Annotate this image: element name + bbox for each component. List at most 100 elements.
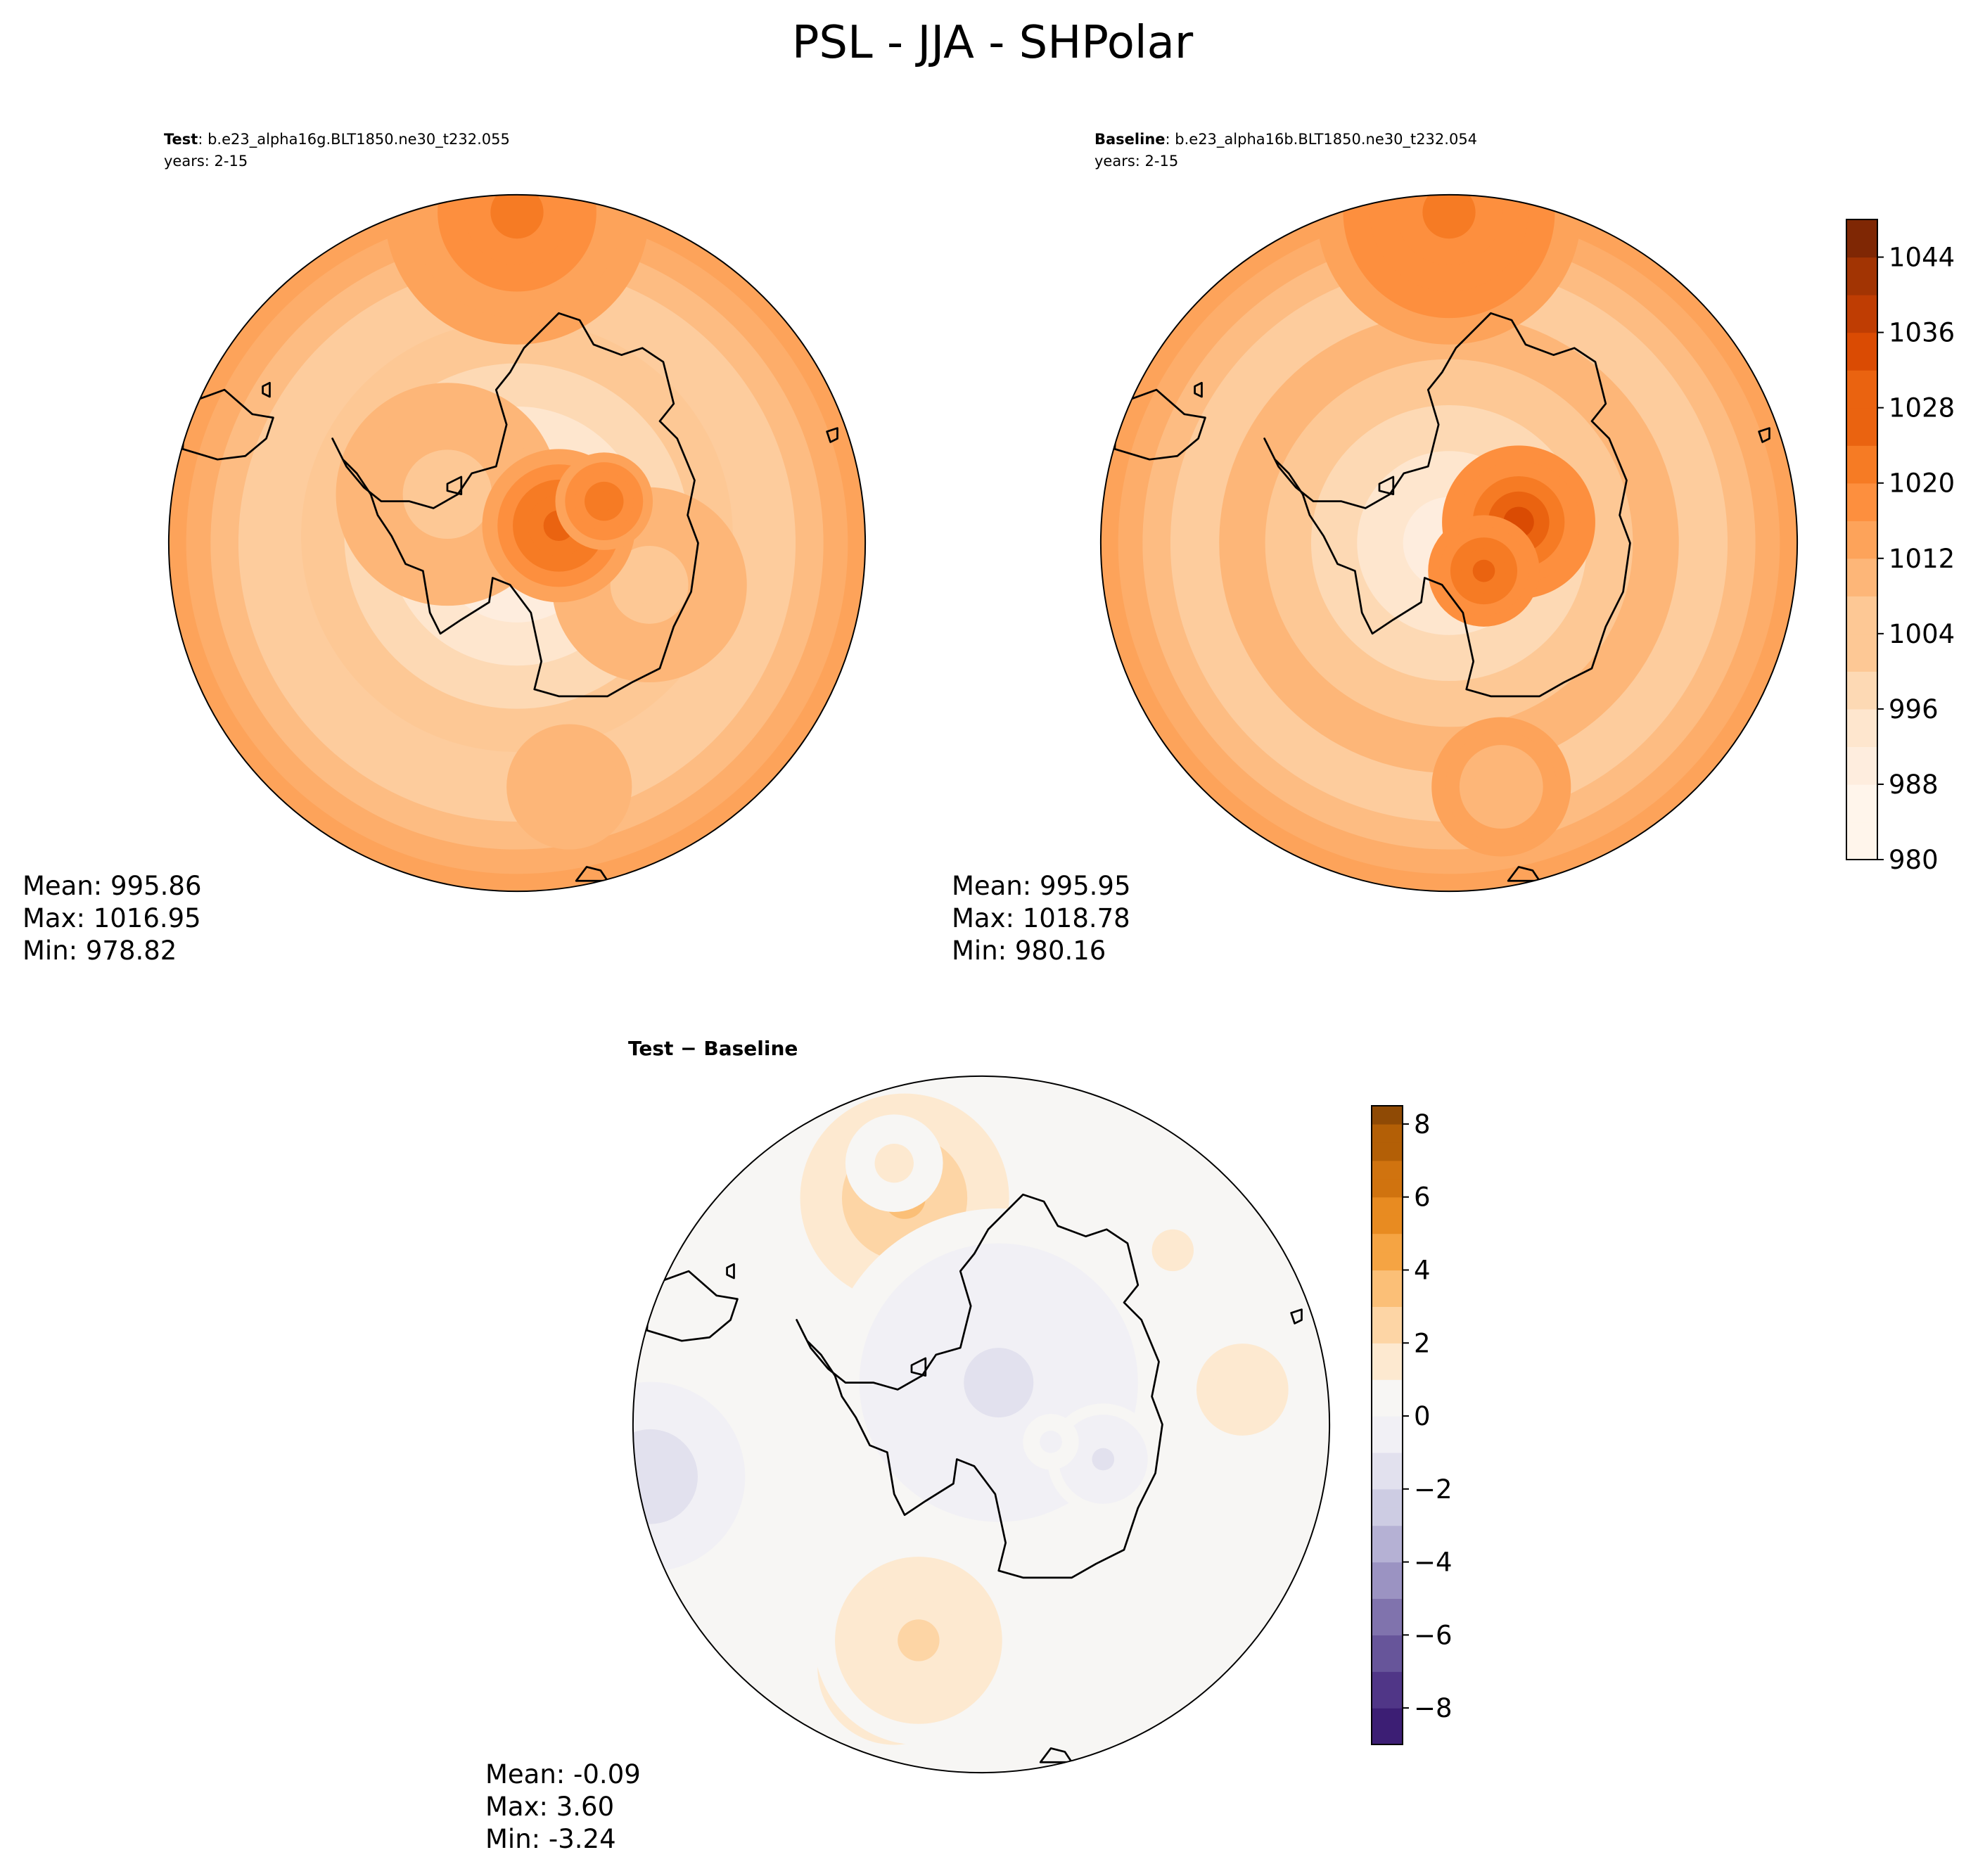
colorbar-absolute-swatch bbox=[1846, 257, 1877, 295]
baseline-map bbox=[1099, 193, 1799, 893]
colorbar-difference-swatch bbox=[1372, 1123, 1403, 1143]
colorbar-difference-swatch bbox=[1372, 1306, 1403, 1325]
colorbar-difference-swatch bbox=[1372, 1635, 1403, 1654]
svg-text:Baseline: b.e23_alpha16b.BLT18: Baseline: b.e23_alpha16b.BLT1850.ne30_t2… bbox=[1094, 131, 1477, 148]
colorbar-difference-swatch bbox=[1372, 1343, 1403, 1362]
baseline-coastlines bbox=[1113, 312, 1770, 882]
baseline-bottom-land-coast bbox=[1507, 866, 1541, 882]
difference-contour-1-4 bbox=[884, 1153, 905, 1173]
colorbar-difference-swatch bbox=[1372, 1690, 1403, 1709]
baseline-island-coast bbox=[1378, 476, 1395, 496]
colorbar-absolute-swatch bbox=[1846, 332, 1877, 371]
colorbar-difference-swatch bbox=[1372, 1233, 1403, 1253]
colorbar-absolute-tick-label: 1020 bbox=[1889, 468, 1955, 499]
colorbar-difference-swatch bbox=[1372, 1671, 1403, 1690]
colorbar-difference-swatch bbox=[1372, 1142, 1403, 1161]
test-mean: Mean: 995.86 bbox=[23, 871, 202, 901]
test-map-boundary bbox=[167, 193, 867, 893]
colorbar-absolute-tick-label: 1044 bbox=[1889, 243, 1955, 273]
baseline-case-name: : b.e23_alpha16b.BLT1850.ne30_t232.054 bbox=[1166, 131, 1478, 148]
baseline-field bbox=[1100, 194, 1798, 892]
colorbar-difference-swatch bbox=[1372, 1470, 1403, 1490]
colorbar-difference-swatch bbox=[1372, 1562, 1403, 1581]
difference-title: Test − Baseline bbox=[628, 1037, 798, 1060]
test-field bbox=[168, 194, 866, 892]
baseline-mean: Mean: 995.95 bbox=[952, 871, 1131, 901]
baseline-falklands-coast bbox=[1194, 381, 1203, 398]
colorbar-difference-tick-label: 0 bbox=[1414, 1401, 1431, 1431]
colorbar-absolute-tick-label: 980 bbox=[1889, 845, 1939, 875]
colorbar-difference-swatch bbox=[1372, 1325, 1403, 1344]
difference-contour-2-4 bbox=[1151, 1229, 1194, 1272]
colorbar-difference-swatch bbox=[1372, 1543, 1403, 1563]
colorbar-difference-swatch bbox=[1372, 1580, 1403, 1600]
colorbar-difference-tick-label: 8 bbox=[1414, 1109, 1431, 1140]
colorbar-difference-tick-label: −4 bbox=[1414, 1548, 1453, 1578]
colorbar-absolute-swatch bbox=[1846, 708, 1877, 748]
difference-contour-9-4 bbox=[898, 1619, 940, 1661]
baseline-contour-3-4 bbox=[1472, 559, 1495, 582]
colorbar-difference-swatch bbox=[1372, 1488, 1403, 1508]
colorbar-difference: −8 −6 −4 −2 0 2 4 6 8 bbox=[1371, 1105, 1453, 1745]
colorbar-difference-swatch bbox=[1372, 1708, 1403, 1727]
colorbar-absolute-swatch bbox=[1846, 558, 1877, 596]
colorbar-absolute-tick-label: 1004 bbox=[1889, 619, 1955, 649]
test-island-coast bbox=[446, 476, 463, 496]
difference-max: Max: 3.60 bbox=[485, 1792, 614, 1822]
colorbar-absolute-tick-label: 1028 bbox=[1889, 393, 1955, 423]
difference-min: Min: -3.24 bbox=[485, 1824, 616, 1854]
test-coastlines bbox=[181, 312, 838, 882]
difference-contour-5-4 bbox=[1092, 1448, 1115, 1471]
colorbar-absolute-swatch bbox=[1846, 822, 1877, 860]
difference-falklands-coast bbox=[726, 1263, 735, 1280]
colorbar-difference-swatch bbox=[1372, 1270, 1403, 1289]
colorbar-absolute-swatch bbox=[1846, 445, 1877, 484]
colorbar-absolute-swatch bbox=[1846, 633, 1877, 672]
colorbar-absolute-swatch bbox=[1846, 219, 1877, 258]
colorbar-difference-tick-label: 6 bbox=[1414, 1182, 1431, 1213]
baseline-min: Min: 980.16 bbox=[952, 936, 1106, 966]
colorbar-absolute-tick-label: 996 bbox=[1889, 694, 1939, 725]
difference-map-boundary bbox=[632, 1075, 1331, 1774]
colorbar-difference-swatch bbox=[1372, 1726, 1403, 1745]
test-years: years: 2-15 bbox=[164, 153, 248, 170]
baseline-max: Max: 1018.78 bbox=[952, 903, 1130, 933]
colorbar-difference-tick-label: 2 bbox=[1414, 1328, 1431, 1358]
colorbar-absolute-frame bbox=[1846, 219, 1878, 860]
colorbar-absolute-swatch bbox=[1846, 295, 1877, 333]
colorbar-difference-swatch bbox=[1372, 1215, 1403, 1234]
baseline-label: Baseline bbox=[1094, 131, 1166, 148]
panel-test: Test: b.e23_alpha16g.BLT1850.ne30_t232.0… bbox=[23, 131, 867, 966]
difference-contour-3-4 bbox=[1227, 1374, 1258, 1405]
difference-contour-7-4 bbox=[632, 1453, 675, 1500]
colorbar-absolute-swatch bbox=[1846, 596, 1877, 634]
baseline-south-america-coast bbox=[1113, 388, 1206, 461]
colorbar-difference-swatch bbox=[1372, 1434, 1403, 1453]
test-map bbox=[167, 193, 867, 893]
svg-text:Test: b.e23_alpha16g.BLT1850.n: Test: b.e23_alpha16g.BLT1850.ne30_t232.0… bbox=[164, 131, 510, 148]
test-small-island-coast bbox=[826, 427, 838, 443]
colorbar-difference-swatch bbox=[1372, 1379, 1403, 1398]
colorbar-difference-tick-label: −6 bbox=[1414, 1620, 1453, 1650]
baseline-years: years: 2-15 bbox=[1094, 153, 1178, 170]
colorbar-difference-swatch bbox=[1372, 1525, 1403, 1545]
baseline-map-boundary bbox=[1099, 193, 1799, 893]
test-bottom-land-coast bbox=[575, 866, 609, 882]
colorbar-difference-swatch bbox=[1372, 1416, 1403, 1435]
colorbar-difference-swatch bbox=[1372, 1507, 1403, 1526]
test-contour-1-4 bbox=[425, 472, 470, 517]
colorbar-difference-swatch bbox=[1372, 1616, 1403, 1635]
colorbar-difference-swatch bbox=[1372, 1251, 1403, 1271]
colorbar-difference-swatch bbox=[1372, 1598, 1403, 1617]
colorbar-difference-swatch bbox=[1372, 1178, 1403, 1198]
colorbar-difference-swatch bbox=[1372, 1197, 1403, 1216]
colorbar-absolute-swatch bbox=[1846, 784, 1877, 823]
colorbar-difference-swatch bbox=[1372, 1398, 1403, 1417]
difference-bottom-land-coast bbox=[1039, 1747, 1073, 1763]
test-label: Test bbox=[164, 131, 198, 148]
baseline-small-island-coast bbox=[1758, 427, 1770, 443]
difference-contour-6-4 bbox=[1045, 1436, 1057, 1448]
baseline-contour-1-4 bbox=[1487, 772, 1516, 801]
colorbar-difference-tick-label: 4 bbox=[1414, 1255, 1431, 1285]
